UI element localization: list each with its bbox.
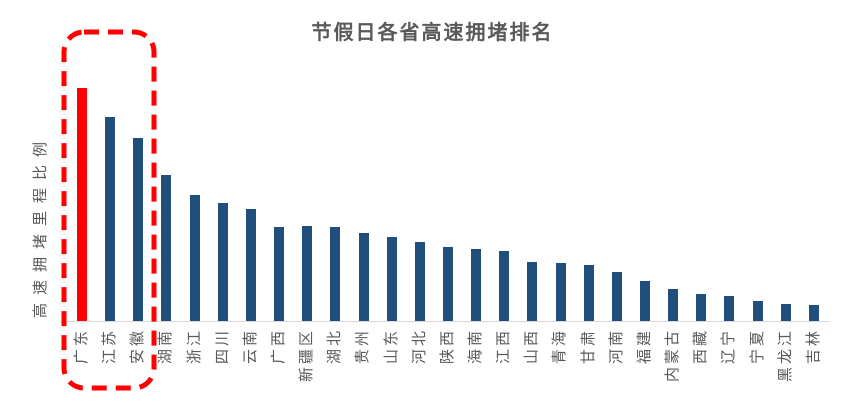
chart-bar (414, 242, 425, 321)
x-axis-label: 新疆区 (298, 328, 316, 383)
chart-bar (471, 249, 482, 321)
x-axis-label: 福建 (636, 328, 653, 365)
y-axis-label: 高速拥堵里程比例 (32, 133, 49, 318)
chart-bar (640, 281, 650, 321)
x-axis-label: 宁夏 (748, 328, 766, 365)
chart-bar (499, 251, 510, 321)
chart-bar (724, 296, 735, 321)
chart-bar (245, 209, 256, 321)
x-axis-label: 湖南 (157, 328, 175, 365)
x-axis-label: 辽宁 (720, 328, 738, 365)
chart-bar (133, 138, 144, 321)
chart-bar (189, 195, 200, 321)
x-axis-label: 湖北 (326, 328, 344, 365)
x-axis-label: 西藏 (692, 328, 710, 365)
chart-bar (302, 226, 313, 321)
x-axis-label: 陕西 (438, 328, 456, 365)
chart-bar (161, 175, 172, 321)
x-axis-label: 广西 (270, 328, 287, 365)
x-axis-label: 江西 (495, 328, 513, 365)
x-axis-label: 四川 (213, 328, 231, 365)
chart-bar (611, 272, 622, 321)
x-axis-label: 云南 (241, 328, 259, 365)
x-axis-label: 山西 (523, 328, 541, 365)
x-axis-label: 广东 (73, 328, 90, 365)
x-axis-label: 河北 (410, 328, 428, 365)
chart-bar (752, 301, 763, 321)
x-axis-label: 黑龙江 (776, 328, 794, 383)
chart-title: 节假日各省高速拥堵排名 (311, 22, 554, 44)
x-axis-label: 浙江 (185, 328, 203, 365)
chart-bar (217, 203, 228, 321)
x-axis-label: 河南 (607, 328, 625, 365)
x-axis-label: 海南 (467, 328, 485, 365)
x-axis-label: 甘肃 (579, 328, 597, 365)
chart-bar (105, 117, 116, 321)
x-axis-label: 安徽 (129, 328, 147, 365)
chart-bar (583, 265, 594, 321)
x-axis-label: 吉林 (804, 328, 822, 365)
chart-bar (442, 247, 453, 321)
chart-bar (77, 88, 87, 321)
chart-bar (386, 237, 397, 321)
chart-bar (668, 289, 679, 321)
chart-bar (330, 227, 341, 321)
x-axis-label: 内蒙古 (664, 328, 682, 383)
chart-bar (808, 305, 819, 321)
chart-bar (274, 227, 284, 321)
chart-bar (696, 294, 707, 321)
chart-bar (358, 233, 369, 321)
plot-area (60, 80, 830, 322)
x-axis-label: 贵州 (354, 328, 372, 365)
x-axis-label: 江苏 (101, 328, 119, 365)
chart-bar (780, 304, 791, 321)
x-axis-label: 山东 (382, 328, 400, 365)
chart-bar (555, 263, 566, 321)
chart-bar (527, 262, 538, 321)
x-axis-label: 青海 (551, 328, 569, 365)
